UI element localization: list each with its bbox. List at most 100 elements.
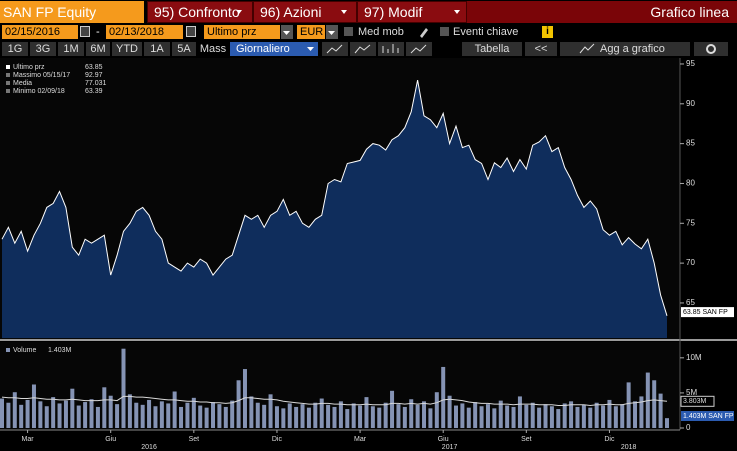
volume-bar [633,401,638,428]
settings-button[interactable] [694,42,728,56]
table-button[interactable]: Tabella [462,42,522,56]
volume-bar [530,402,535,428]
legend-label: Volume [13,347,36,354]
period-button[interactable]: Mass [198,42,228,56]
volume-bar [38,401,43,428]
volume-bar [428,408,433,428]
x-tick-label: Dic [604,436,615,443]
legend-marker [6,65,10,69]
end-date[interactable]: 02/13/2018 [106,25,183,39]
volume-bar [6,402,11,428]
ma-label: 3.803M [683,398,707,405]
security-field[interactable]: SAN FP Equity [0,1,144,23]
volume-bar [217,404,222,428]
volume-bar [70,388,75,428]
period-button[interactable]: 6M [86,42,110,56]
volume-bar [537,407,542,428]
line-icon [354,44,371,54]
x-tick-label: Set [189,436,200,443]
volume-bar [204,407,209,428]
currency-select[interactable]: EUR [297,25,325,39]
period-button[interactable]: 3G [30,42,56,56]
volume-bar [108,395,113,428]
add-icon [579,43,595,54]
calendar-icon[interactable] [80,26,90,37]
volume-bar [281,408,286,428]
year-label: 2016 [141,444,157,451]
volume-bar [83,402,88,428]
volume-bar [223,406,228,428]
legend-marker [6,81,10,85]
frequency-select[interactable]: Giornaliero [230,42,318,56]
x-tick-label: Mar [22,436,35,443]
volume-bar [255,402,260,428]
y-tick-label: 65 [686,298,695,307]
volume-bar [338,401,343,428]
volume-bar [166,403,171,428]
volume-bar [230,400,235,428]
pencil-icon[interactable] [420,28,428,38]
checkbox[interactable] [344,27,353,36]
checkbox-label: Eventi chiave [453,26,519,38]
volume-bar [492,408,497,428]
field-select[interactable]: Ultimo prz [204,25,280,39]
volume-bar [460,403,465,428]
x-tick-label: Giu [438,436,449,443]
volume-bar [370,406,375,428]
tab-button[interactable]: 95) Confronto [147,1,253,23]
volume-bar [594,402,599,428]
volume-bar [434,392,439,428]
volume-bar [306,407,311,428]
legend-label: Media [13,80,32,87]
y-tick-label: 90 [686,99,695,108]
volume-bar [415,404,420,428]
period-button[interactable]: 1M [58,42,84,56]
gear-icon [706,44,716,54]
period-button[interactable]: 1A [144,42,170,56]
volume-bar [159,401,164,428]
line-icon [410,44,427,54]
period-button[interactable]: YTD [112,42,142,56]
date-separator: - [96,26,100,38]
volume-bar [549,406,554,428]
volume-bar [102,387,107,428]
volume-bar [121,348,126,428]
tab-button[interactable]: 97) Modif [357,1,467,23]
volume-bar [140,404,145,428]
x-tick-label: Giu [105,436,116,443]
volume-bar [294,406,299,428]
volume-bar [511,406,516,428]
volume-bar [95,406,100,428]
volume-bar [447,395,452,428]
volume-bar [601,405,606,428]
volume-bar [453,405,458,428]
calendar-icon[interactable] [186,26,196,37]
y-tick-label: 5M [686,388,697,397]
row2-icons [283,28,428,38]
volume-bar [620,404,625,428]
y-tick-label: 70 [686,258,695,267]
volume-bar [134,402,139,428]
volume-bar [524,404,529,428]
volume-bar [517,396,522,428]
volume-bar [390,390,395,428]
volume-bar [626,382,631,428]
period-button[interactable]: 1G [2,42,28,56]
volume-bar [409,399,414,428]
volume-bar [57,403,62,428]
start-date[interactable]: 02/15/2016 [2,25,78,39]
volume-bar [485,404,490,428]
volume-bar [422,401,427,428]
tab-button[interactable]: 96) Azioni [253,1,357,23]
period-button[interactable]: 5A [172,42,196,56]
y-tick-label: 10M [686,353,702,362]
back-button[interactable]: << [525,42,557,56]
checkbox-label: Med mob [358,26,404,38]
volume-bar [658,393,663,428]
info-button[interactable]: i [542,26,553,38]
volume-bar [268,394,273,428]
checkbox[interactable] [440,27,449,36]
volume-bar [479,406,484,428]
volume-bar [179,406,184,428]
